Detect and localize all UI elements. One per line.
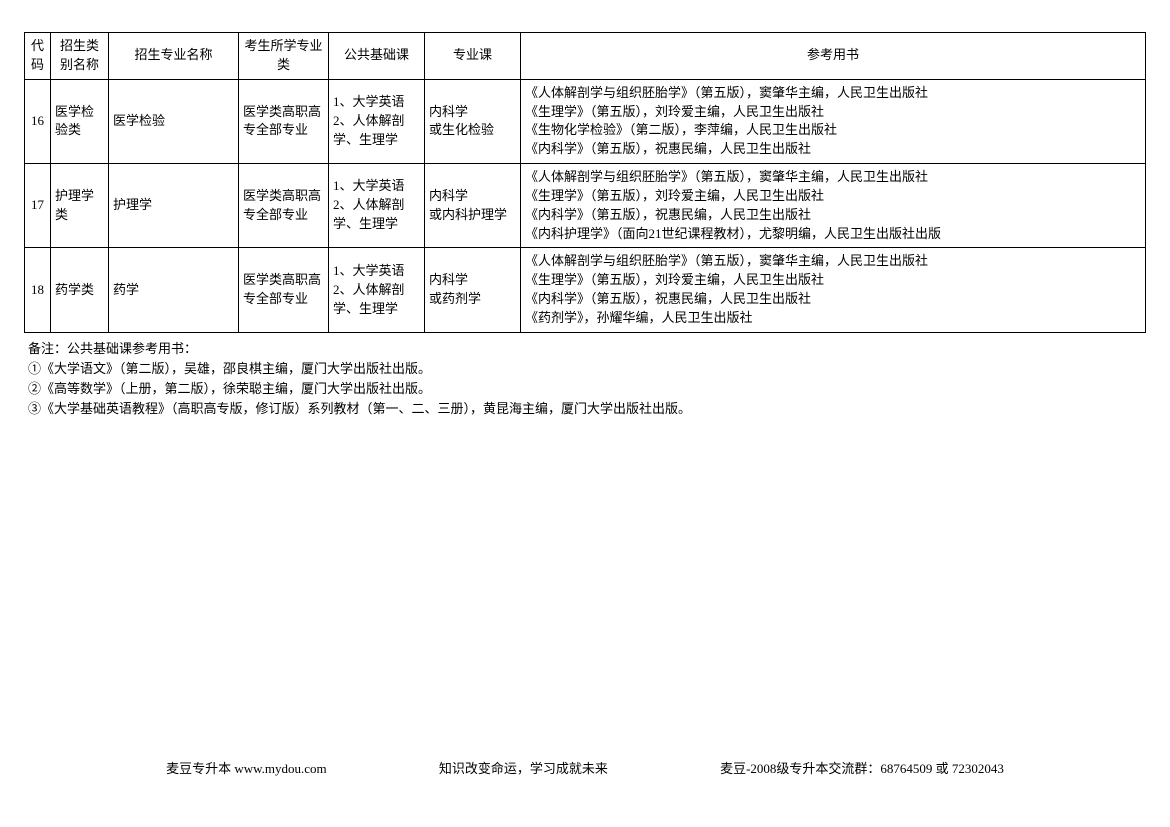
cell-student-type: 医学类高职高专全部专业 xyxy=(239,79,329,163)
table-row: 16医学检验类医学检验医学类高职高专全部专业1、大学英语 2、人体解剖学、生理学… xyxy=(25,79,1146,163)
header-student-type: 考生所学专业类 xyxy=(239,33,329,80)
notes-line: ③《大学基础英语教程》（高职高专版，修订版）系列教材（第一、二、三册），黄昆海主… xyxy=(28,399,1146,419)
cell-references: 《人体解剖学与组织胚胎学》（第五版），窦肇华主编，人民卫生出版社《生理学》（第五… xyxy=(521,164,1146,248)
cell-code: 18 xyxy=(25,248,51,332)
header-major: 招生专业名称 xyxy=(109,33,239,80)
cell-major: 护理学 xyxy=(109,164,239,248)
table-row: 18药学类药学医学类高职高专全部专业1、大学英语 2、人体解剖学、生理学内科学或… xyxy=(25,248,1146,332)
cell-code: 17 xyxy=(25,164,51,248)
cell-category: 医学检验类 xyxy=(51,79,109,163)
cell-major: 医学检验 xyxy=(109,79,239,163)
cell-student-type: 医学类高职高专全部专业 xyxy=(239,164,329,248)
cell-public-course: 1、大学英语 2、人体解剖学、生理学 xyxy=(329,164,425,248)
footer-right: 麦豆-2008级专升本交流群：68764509 或 72302043 xyxy=(720,758,1004,777)
table-body: 16医学检验类医学检验医学类高职高专全部专业1、大学英语 2、人体解剖学、生理学… xyxy=(25,79,1146,332)
cell-category: 药学类 xyxy=(51,248,109,332)
notes-section: 备注：公共基础课参考用书： ①《大学语文》（第二版），吴雄，邵良棋主编，厦门大学… xyxy=(24,339,1146,420)
cell-references: 《人体解剖学与组织胚胎学》（第五版），窦肇华主编，人民卫生出版社《生理学》（第五… xyxy=(521,248,1146,332)
header-pro-course: 专业课 xyxy=(425,33,521,80)
cell-public-course: 1、大学英语 2、人体解剖学、生理学 xyxy=(329,248,425,332)
cell-code: 16 xyxy=(25,79,51,163)
notes-title: 备注：公共基础课参考用书： xyxy=(28,339,1146,359)
cell-pro-course: 内科学或内科护理学 xyxy=(425,164,521,248)
notes-line: ①《大学语文》（第二版），吴雄，邵良棋主编，厦门大学出版社出版。 xyxy=(28,359,1146,379)
cell-student-type: 医学类高职高专全部专业 xyxy=(239,248,329,332)
header-code: 代码 xyxy=(25,33,51,80)
footer-left: 麦豆专升本 www.mydou.com xyxy=(166,758,327,777)
admissions-table: 代码 招生类别名称 招生专业名称 考生所学专业类 公共基础课 专业课 参考用书 … xyxy=(24,32,1146,333)
page-footer: 麦豆专升本 www.mydou.com 知识改变命运，学习成就未来 麦豆-200… xyxy=(0,758,1170,777)
table-header-row: 代码 招生类别名称 招生专业名称 考生所学专业类 公共基础课 专业课 参考用书 xyxy=(25,33,1146,80)
cell-references: 《人体解剖学与组织胚胎学》（第五版），窦肇华主编，人民卫生出版社《生理学》（第五… xyxy=(521,79,1146,163)
cell-public-course: 1、大学英语 2、人体解剖学、生理学 xyxy=(329,79,425,163)
footer-center: 知识改变命运，学习成就未来 xyxy=(439,758,608,777)
header-public-course: 公共基础课 xyxy=(329,33,425,80)
cell-pro-course: 内科学或生化检验 xyxy=(425,79,521,163)
header-category: 招生类别名称 xyxy=(51,33,109,80)
notes-line: ②《高等数学》（上册，第二版），徐荣聪主编，厦门大学出版社出版。 xyxy=(28,379,1146,399)
header-references: 参考用书 xyxy=(521,33,1146,80)
table-row: 17护理学类护理学医学类高职高专全部专业1、大学英语 2、人体解剖学、生理学内科… xyxy=(25,164,1146,248)
cell-major: 药学 xyxy=(109,248,239,332)
cell-pro-course: 内科学或药剂学 xyxy=(425,248,521,332)
cell-category: 护理学类 xyxy=(51,164,109,248)
